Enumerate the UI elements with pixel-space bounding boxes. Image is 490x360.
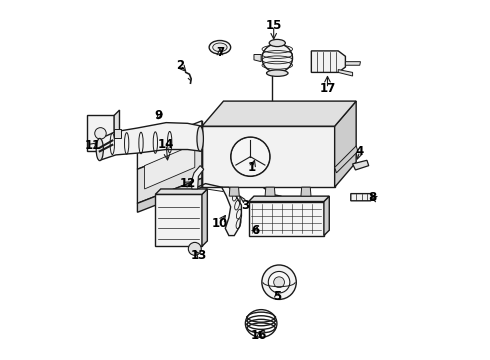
Polygon shape [191, 166, 204, 189]
Text: 2: 2 [176, 59, 185, 72]
Polygon shape [338, 69, 353, 76]
Text: 4: 4 [356, 145, 364, 158]
Polygon shape [114, 129, 122, 138]
Ellipse shape [262, 44, 293, 72]
Polygon shape [265, 187, 275, 196]
Polygon shape [137, 178, 202, 212]
Polygon shape [248, 196, 329, 202]
Polygon shape [351, 194, 376, 201]
Polygon shape [137, 121, 202, 169]
Text: 7: 7 [216, 46, 224, 59]
Polygon shape [254, 54, 261, 62]
Polygon shape [345, 62, 361, 65]
Polygon shape [335, 146, 358, 173]
Text: 10: 10 [212, 216, 228, 230]
Polygon shape [155, 194, 202, 246]
Text: 12: 12 [179, 177, 196, 190]
Polygon shape [335, 101, 356, 187]
Polygon shape [114, 110, 120, 151]
Ellipse shape [197, 126, 203, 151]
Ellipse shape [269, 40, 285, 46]
Polygon shape [202, 189, 207, 246]
Ellipse shape [96, 138, 103, 161]
Text: 8: 8 [368, 192, 376, 204]
Polygon shape [202, 126, 335, 187]
Text: 17: 17 [319, 82, 336, 95]
Polygon shape [324, 196, 329, 235]
Polygon shape [311, 51, 345, 72]
Circle shape [269, 271, 290, 293]
Text: 6: 6 [252, 224, 260, 237]
Polygon shape [248, 202, 324, 235]
Polygon shape [155, 189, 207, 194]
Text: 5: 5 [273, 290, 281, 303]
Text: 11: 11 [84, 139, 101, 152]
Ellipse shape [209, 41, 231, 54]
Circle shape [188, 242, 201, 255]
Ellipse shape [213, 43, 227, 51]
Text: 13: 13 [190, 249, 206, 262]
Text: 16: 16 [251, 329, 268, 342]
Circle shape [95, 128, 106, 139]
Circle shape [262, 265, 296, 300]
Polygon shape [229, 187, 239, 196]
Polygon shape [202, 101, 356, 126]
Text: 9: 9 [155, 109, 163, 122]
Polygon shape [145, 144, 195, 189]
Text: 3: 3 [241, 199, 249, 212]
Circle shape [274, 277, 285, 288]
Text: 1: 1 [248, 161, 256, 174]
Circle shape [231, 137, 270, 176]
Polygon shape [353, 160, 368, 170]
Polygon shape [137, 144, 202, 203]
Polygon shape [100, 123, 202, 160]
Polygon shape [221, 187, 242, 235]
Ellipse shape [267, 70, 288, 76]
Text: 14: 14 [158, 138, 174, 150]
Text: 15: 15 [266, 19, 282, 32]
Polygon shape [301, 187, 311, 196]
Polygon shape [87, 116, 114, 151]
